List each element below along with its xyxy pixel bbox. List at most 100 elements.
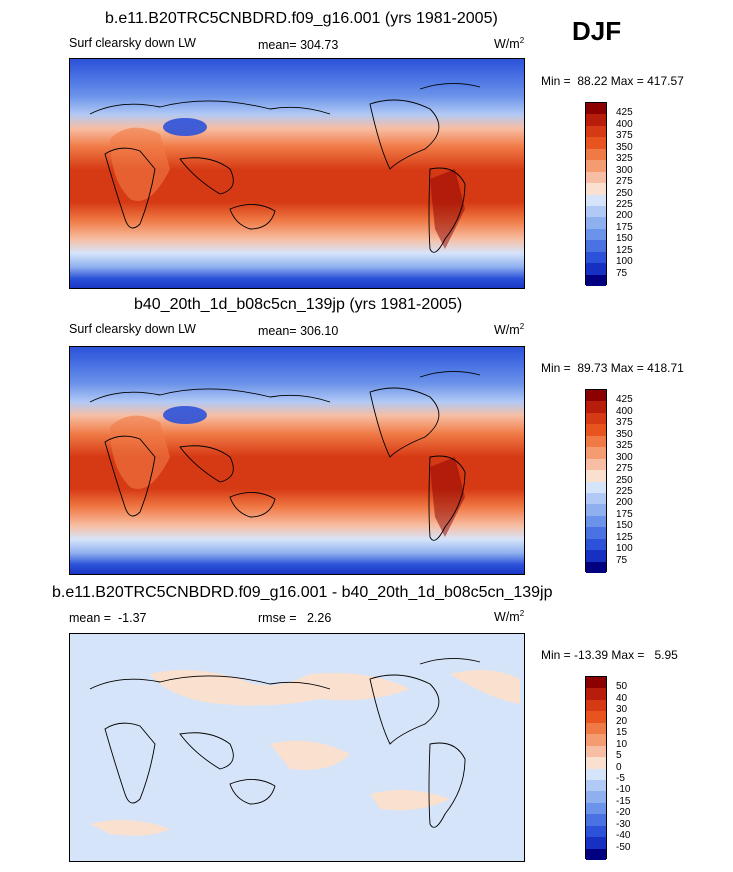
colorbar-tick-label: 400 — [616, 405, 633, 417]
colorbar-tick-label: 400 — [616, 118, 633, 130]
panel2-units-sup: 2 — [519, 322, 525, 331]
colorbar-tick-label: 50 — [616, 681, 628, 693]
panel2-map-svg — [70, 347, 524, 574]
colorbar-tick-label: 425 — [616, 107, 633, 119]
panel1-colorbar — [585, 102, 607, 286]
colorbar-tick-label: 225 — [616, 485, 633, 497]
panel2-colorbar-segments — [586, 390, 606, 573]
colorbar-swatch — [586, 160, 606, 172]
panel2-mean-label: mean= — [258, 324, 297, 338]
panel3-max-label: Max = — [611, 648, 645, 662]
colorbar-swatch — [586, 504, 606, 516]
panel3-units: W/m2 — [494, 609, 524, 624]
panel1-units-sup: 2 — [519, 36, 525, 45]
colorbar-tick-label: -50 — [616, 841, 631, 853]
colorbar-swatch — [586, 205, 606, 218]
panel1-title: b.e11.B20TRC5CNBDRD.f09_g16.001 (yrs 198… — [105, 10, 498, 27]
colorbar-tick-label: 150 — [616, 233, 633, 245]
colorbar-swatch — [586, 538, 606, 551]
panel3-mean-label: mean = — [69, 611, 112, 625]
colorbar-swatch — [586, 435, 606, 448]
panel2-min-value: 89.73 — [577, 361, 608, 375]
colorbar-tick-label: 75 — [616, 267, 628, 279]
colorbar-swatch — [586, 470, 606, 482]
panel2-mean-value: 306.10 — [300, 324, 339, 338]
panel1-min-label: Min = — [541, 74, 571, 88]
panel1-mean-label: mean= — [258, 38, 297, 52]
panel2-max-label: Max = — [610, 361, 644, 375]
panel2-variable: Surf clearsky down LW — [69, 322, 196, 336]
panel3-rmse: rmse = 2.26 — [258, 611, 331, 625]
colorbar-tick-label: 200 — [616, 210, 633, 222]
colorbar-swatch — [586, 137, 606, 149]
colorbar-swatch — [586, 734, 606, 746]
panel1-units: W/m2 — [494, 36, 524, 51]
colorbar-swatch — [586, 561, 606, 573]
colorbar-swatch — [586, 699, 606, 712]
panel3-rmse-label: rmse = — [258, 611, 297, 625]
panel3-minmax: Min = -13.39 Max = 5.95 — [541, 648, 678, 662]
panel3-title: b.e11.B20TRC5CNBDRD.f09_g16.001 - b40_20… — [52, 584, 553, 601]
colorbar-tick-label: -10 — [616, 784, 631, 796]
colorbar-tick-label: 100 — [616, 543, 633, 555]
panel3-units-text: W/m — [494, 610, 520, 625]
colorbar-swatch — [586, 424, 606, 436]
colorbar-swatch — [586, 103, 606, 115]
colorbar-swatch — [586, 825, 606, 838]
panel3-units-sup: 2 — [519, 609, 525, 618]
colorbar-tick-label: 375 — [616, 130, 633, 142]
panel1-max-value: 417.57 — [647, 74, 684, 88]
panel2-max-value: 418.71 — [647, 361, 684, 375]
panel2-units: W/m2 — [494, 322, 524, 337]
colorbar-tick-label: 125 — [616, 244, 633, 256]
panel3-map — [69, 633, 525, 862]
colorbar-tick-label: 0 — [616, 761, 622, 773]
colorbar-tick-label: -30 — [616, 818, 631, 830]
colorbar-tick-label: 10 — [616, 738, 628, 750]
colorbar-tick-label: 425 — [616, 394, 633, 406]
colorbar-swatch — [586, 401, 606, 413]
colorbar-tick-label: 15 — [616, 727, 628, 739]
colorbar-swatch — [586, 688, 606, 700]
colorbar-tick-label: 150 — [616, 520, 633, 532]
panel3-max-value: 5.95 — [654, 648, 678, 662]
colorbar-tick-label: -40 — [616, 830, 631, 842]
colorbar-swatch — [586, 458, 606, 471]
colorbar-swatch — [586, 677, 606, 689]
colorbar-tick-label: 350 — [616, 141, 633, 153]
colorbar-tick-label: 300 — [616, 164, 633, 176]
colorbar-swatch — [586, 711, 606, 723]
colorbar-tick-label: 350 — [616, 428, 633, 440]
panel1-minmax: Min = 88.22 Max = 417.57 — [541, 74, 684, 88]
panel3-colorbar-segments — [586, 677, 606, 860]
colorbar-swatch — [586, 183, 606, 195]
colorbar-swatch — [586, 779, 606, 792]
colorbar-tick-label: 325 — [616, 440, 633, 452]
colorbar-tick-label: 275 — [616, 463, 633, 475]
colorbar-tick-label: 300 — [616, 451, 633, 463]
colorbar-swatch — [586, 217, 606, 229]
colorbar-swatch — [586, 194, 606, 206]
season-label: DJF — [572, 16, 622, 46]
colorbar-tick-label: 125 — [616, 531, 633, 543]
colorbar-swatch — [586, 390, 606, 402]
colorbar-swatch — [586, 745, 606, 758]
colorbar-swatch — [586, 274, 606, 286]
colorbar-tick-label: 375 — [616, 417, 633, 429]
panel2-units-text: W/m — [494, 323, 520, 338]
panel2-mean: mean= 306.10 — [258, 324, 338, 338]
colorbar-tick-label: 250 — [616, 187, 633, 199]
panel1-mean: mean= 304.73 — [258, 38, 338, 52]
colorbar-tick-label: 5 — [616, 750, 622, 762]
panel3-rmse-value: 2.26 — [306, 611, 332, 625]
panel3-mean: mean = -1.37 — [69, 611, 147, 625]
colorbar-swatch — [586, 527, 606, 539]
colorbar-tick-label: 175 — [616, 508, 633, 520]
panel2-title: b40_20th_1d_b08c5cn_139jp (yrs 1981-2005… — [134, 296, 463, 313]
colorbar-swatch — [586, 722, 606, 735]
colorbar-tick-label: 20 — [616, 715, 628, 727]
colorbar-tick-label: 75 — [616, 554, 628, 566]
colorbar-swatch — [586, 148, 606, 161]
colorbar-swatch — [586, 263, 606, 275]
colorbar-swatch — [586, 228, 606, 241]
